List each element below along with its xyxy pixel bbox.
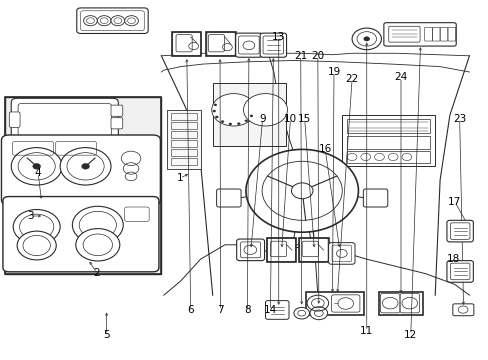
Text: 4: 4 (35, 168, 41, 178)
FancyBboxPatch shape (446, 220, 472, 242)
Text: 22: 22 (345, 74, 358, 84)
Circle shape (243, 94, 287, 126)
Bar (299, 238, 328, 262)
Text: 12: 12 (403, 330, 417, 340)
Bar (206, 32, 235, 56)
Text: 21: 21 (293, 51, 307, 61)
Circle shape (60, 148, 111, 185)
FancyBboxPatch shape (11, 98, 118, 141)
Circle shape (291, 183, 312, 199)
Circle shape (111, 15, 124, 26)
Bar (5, 97, 161, 274)
Text: 6: 6 (187, 305, 194, 315)
Circle shape (221, 121, 224, 123)
Bar (5, 97, 161, 274)
Circle shape (237, 123, 240, 125)
Bar (346, 119, 429, 133)
FancyBboxPatch shape (111, 105, 122, 116)
Circle shape (81, 163, 89, 169)
FancyBboxPatch shape (446, 261, 472, 282)
Text: 10: 10 (284, 114, 296, 124)
Circle shape (124, 15, 138, 26)
Bar (212, 83, 285, 146)
FancyBboxPatch shape (77, 8, 148, 33)
Circle shape (244, 120, 247, 122)
Bar (171, 131, 196, 138)
FancyBboxPatch shape (265, 301, 288, 319)
Text: 17: 17 (447, 197, 461, 207)
FancyBboxPatch shape (235, 33, 262, 57)
Bar (172, 32, 201, 56)
Text: 7: 7 (217, 305, 224, 315)
Circle shape (97, 15, 111, 26)
Circle shape (245, 149, 358, 232)
Text: 8: 8 (244, 305, 250, 315)
Text: 18: 18 (446, 254, 460, 264)
Bar (167, 110, 201, 169)
Circle shape (211, 94, 255, 126)
FancyBboxPatch shape (9, 112, 20, 127)
Circle shape (213, 104, 216, 106)
Bar (342, 115, 434, 166)
Text: 1: 1 (176, 173, 183, 183)
Text: 24: 24 (393, 72, 407, 82)
Bar (171, 122, 196, 129)
FancyBboxPatch shape (3, 197, 159, 272)
Circle shape (351, 28, 381, 50)
FancyBboxPatch shape (452, 304, 473, 316)
FancyBboxPatch shape (328, 243, 354, 264)
Circle shape (212, 110, 215, 112)
Text: 20: 20 (311, 51, 324, 61)
FancyBboxPatch shape (1, 135, 160, 205)
Text: 15: 15 (297, 114, 311, 124)
Circle shape (17, 231, 56, 260)
Bar (171, 140, 196, 147)
Circle shape (11, 148, 62, 185)
Polygon shape (161, 56, 473, 295)
Text: 3: 3 (27, 211, 34, 221)
Circle shape (72, 206, 123, 244)
Text: 16: 16 (318, 144, 331, 154)
Circle shape (13, 210, 60, 244)
FancyBboxPatch shape (383, 23, 455, 46)
Circle shape (76, 229, 120, 261)
Bar (171, 113, 196, 120)
Bar (171, 158, 196, 165)
Text: 23: 23 (452, 114, 466, 124)
Bar (378, 292, 422, 315)
Circle shape (228, 123, 231, 125)
FancyBboxPatch shape (236, 239, 264, 261)
Circle shape (293, 307, 309, 319)
Text: 5: 5 (103, 330, 110, 340)
Circle shape (215, 116, 218, 118)
Circle shape (309, 307, 327, 320)
FancyBboxPatch shape (363, 189, 387, 207)
Text: 19: 19 (326, 67, 340, 77)
Circle shape (249, 115, 252, 117)
Text: 13: 13 (271, 32, 285, 42)
Text: 14: 14 (263, 305, 277, 315)
Bar (346, 151, 429, 163)
Bar (346, 136, 429, 149)
Bar (171, 149, 196, 156)
FancyBboxPatch shape (260, 33, 286, 57)
Bar (266, 238, 295, 262)
Circle shape (363, 37, 369, 41)
Circle shape (83, 15, 97, 26)
Bar (305, 292, 364, 315)
Text: 2: 2 (93, 268, 100, 278)
Circle shape (33, 163, 41, 169)
FancyBboxPatch shape (111, 118, 122, 129)
Text: 9: 9 (259, 114, 265, 124)
FancyBboxPatch shape (216, 189, 241, 207)
Text: 11: 11 (359, 326, 373, 336)
